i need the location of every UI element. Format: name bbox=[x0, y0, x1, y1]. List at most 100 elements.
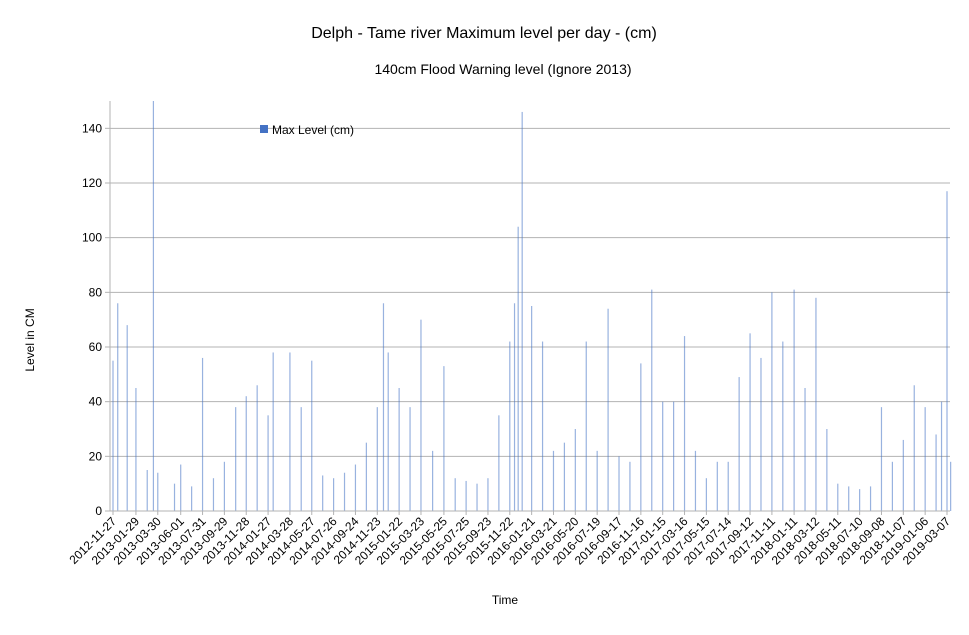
bar bbox=[826, 429, 828, 511]
bar bbox=[311, 360, 313, 511]
bar bbox=[585, 341, 587, 511]
bar bbox=[837, 483, 839, 511]
bar bbox=[498, 415, 500, 511]
bar bbox=[804, 388, 806, 511]
bar bbox=[376, 407, 378, 511]
bar bbox=[913, 385, 915, 511]
bar bbox=[521, 111, 523, 511]
bar bbox=[596, 450, 598, 511]
bar-series bbox=[112, 101, 952, 511]
bar bbox=[117, 303, 119, 511]
x-tick-labels: 2012-11-272013-01-292013-03-302013-06-01… bbox=[66, 511, 953, 568]
bar bbox=[157, 472, 159, 511]
bar bbox=[705, 478, 707, 511]
legend: Max Level (cm) bbox=[260, 123, 354, 137]
bar bbox=[924, 407, 926, 511]
bar bbox=[322, 475, 324, 511]
bar bbox=[940, 401, 943, 511]
bar bbox=[509, 341, 511, 511]
bar bbox=[749, 333, 751, 511]
bar bbox=[574, 429, 576, 511]
bar bbox=[398, 388, 400, 511]
bar bbox=[727, 461, 729, 511]
bar bbox=[651, 289, 653, 511]
bar bbox=[815, 297, 817, 511]
bar bbox=[607, 308, 609, 511]
bar bbox=[382, 303, 385, 511]
bar bbox=[191, 486, 193, 511]
bar bbox=[112, 360, 114, 511]
bar bbox=[552, 450, 555, 511]
y-tick-label: 40 bbox=[89, 395, 103, 409]
bar bbox=[245, 396, 247, 511]
bar bbox=[848, 486, 850, 511]
bar bbox=[212, 478, 215, 511]
bar bbox=[683, 336, 686, 511]
bar bbox=[289, 352, 291, 511]
bar bbox=[891, 461, 893, 511]
bar bbox=[541, 341, 544, 511]
bar bbox=[869, 486, 872, 511]
bar bbox=[782, 341, 784, 511]
bar bbox=[409, 407, 411, 511]
x-axis-label: Time bbox=[492, 593, 519, 607]
bar bbox=[135, 388, 137, 511]
bar bbox=[333, 478, 335, 511]
bar bbox=[935, 434, 937, 511]
bar bbox=[173, 483, 176, 511]
y-tick-label: 120 bbox=[82, 176, 102, 190]
bar bbox=[256, 385, 258, 511]
legend-swatch bbox=[260, 125, 268, 133]
bar bbox=[454, 478, 456, 511]
bar bbox=[201, 357, 204, 511]
bar bbox=[618, 456, 620, 511]
bar bbox=[267, 415, 269, 511]
bar bbox=[487, 478, 489, 511]
bar bbox=[365, 442, 367, 511]
y-axis-label: Level in CM bbox=[23, 308, 37, 371]
bar bbox=[432, 450, 434, 511]
bar bbox=[859, 489, 861, 511]
bar bbox=[343, 472, 346, 511]
bar bbox=[640, 363, 642, 511]
bar bbox=[629, 461, 631, 511]
bar bbox=[793, 289, 795, 511]
bar bbox=[443, 366, 445, 511]
bar bbox=[563, 442, 566, 511]
y-tick-label: 140 bbox=[82, 121, 102, 135]
bar bbox=[272, 352, 274, 511]
bar bbox=[760, 357, 762, 511]
bar bbox=[716, 461, 718, 511]
bar bbox=[235, 407, 237, 511]
bar bbox=[223, 461, 225, 511]
bar bbox=[738, 377, 740, 511]
y-tick-label: 0 bbox=[95, 504, 102, 518]
gridlines bbox=[110, 127, 950, 457]
y-tick-label: 20 bbox=[89, 449, 103, 463]
bar bbox=[946, 191, 948, 511]
bar bbox=[950, 461, 952, 511]
bar bbox=[771, 292, 773, 511]
chart-title: Delph - Tame river Maximum level per day… bbox=[311, 25, 657, 42]
bar bbox=[513, 303, 516, 511]
bar bbox=[126, 325, 128, 511]
bar bbox=[476, 483, 478, 511]
bar bbox=[902, 439, 904, 511]
y-tick-label: 80 bbox=[89, 285, 103, 299]
y-tick-labels: 0 20 40 60 80 100 120 140 bbox=[82, 121, 110, 518]
bar bbox=[673, 401, 675, 511]
bar bbox=[662, 401, 664, 511]
bar bbox=[354, 464, 357, 511]
axes bbox=[109, 101, 950, 512]
y-tick-label: 60 bbox=[89, 340, 103, 354]
bar bbox=[146, 470, 148, 511]
legend-label: Max Level (cm) bbox=[272, 123, 354, 137]
chart-subtitle: 140cm Flood Warning level (Ignore 2013) bbox=[374, 61, 631, 77]
bar bbox=[517, 226, 519, 511]
bar bbox=[531, 306, 533, 511]
bar bbox=[180, 464, 182, 511]
bar bbox=[300, 407, 302, 511]
bar bbox=[880, 407, 883, 511]
